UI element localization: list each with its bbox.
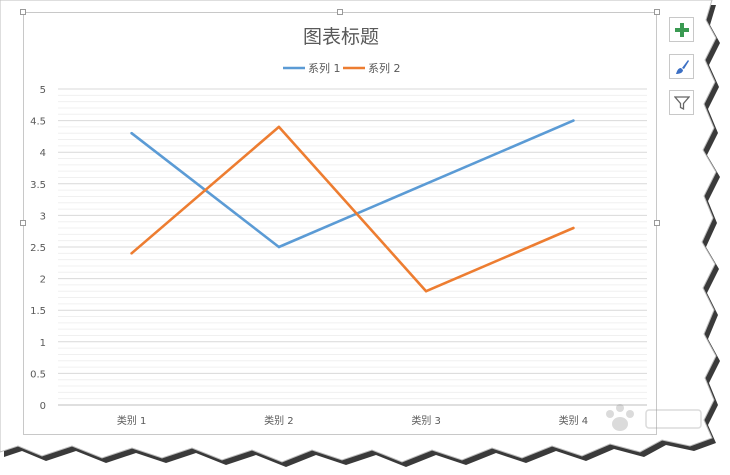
- series-1-point[interactable]: [130, 132, 133, 135]
- y-tick-label: 0: [40, 401, 46, 412]
- y-axis-tick-labels: 0 0.5 1 1.5 2 2.5 3 3.5 4 4.5 5: [30, 85, 46, 412]
- chart-title[interactable]: 图表标题: [303, 26, 379, 48]
- major-gridlines: [58, 88, 647, 406]
- series-2-point[interactable]: [572, 226, 575, 230]
- y-tick-label: 3.5: [30, 180, 46, 191]
- series-2-point[interactable]: [277, 125, 281, 129]
- series-1-point[interactable]: [572, 119, 575, 122]
- resize-handle-right[interactable]: [654, 220, 660, 226]
- legend-label-series-2: 系列 2: [368, 61, 401, 75]
- chart-area[interactable]: [23, 12, 657, 435]
- y-tick-label: 1.5: [30, 306, 46, 317]
- resize-handle-left[interactable]: [20, 220, 26, 226]
- legend-label-series-1: 系列 1: [308, 61, 341, 75]
- series-2-point[interactable]: [130, 252, 133, 255]
- chart-elements-button[interactable]: [669, 17, 694, 42]
- series-1-point[interactable]: [424, 182, 428, 185]
- x-tick-label: 类别 3: [411, 414, 441, 427]
- resize-handle-top-left[interactable]: [20, 9, 26, 15]
- resize-handle-top[interactable]: [337, 9, 343, 15]
- chart-styles-button[interactable]: [669, 54, 694, 79]
- filter-icon: [673, 95, 690, 110]
- plus-icon: [674, 22, 689, 37]
- series-lines: [130, 119, 575, 293]
- y-tick-label: 2.5: [30, 243, 46, 254]
- y-tick-label: 0.5: [30, 369, 46, 380]
- x-tick-label: 类别 1: [117, 414, 147, 427]
- y-tick-label: 2: [40, 275, 46, 286]
- x-axis-tick-labels: 类别 1 类别 2 类别 3 类别 4: [117, 414, 588, 427]
- minor-gridlines: [58, 94, 647, 400]
- y-tick-label: 4.5: [30, 117, 46, 128]
- series-1-point[interactable]: [277, 245, 281, 249]
- y-tick-label: 5: [40, 85, 46, 96]
- y-tick-label: 1: [40, 338, 46, 349]
- paintbrush-icon: [675, 59, 689, 74]
- resize-handle-top-right[interactable]: [654, 9, 660, 15]
- series-line-2[interactable]: [130, 125, 575, 293]
- x-tick-label: 类别 2: [264, 414, 294, 427]
- chart-filters-button[interactable]: [669, 90, 694, 115]
- series-2-point[interactable]: [424, 290, 428, 293]
- y-tick-label: 4: [40, 148, 46, 159]
- legend[interactable]: 系列 1 系列 2: [283, 61, 401, 75]
- y-tick-label: 3: [40, 211, 46, 222]
- x-tick-label: 类别 4: [559, 414, 589, 427]
